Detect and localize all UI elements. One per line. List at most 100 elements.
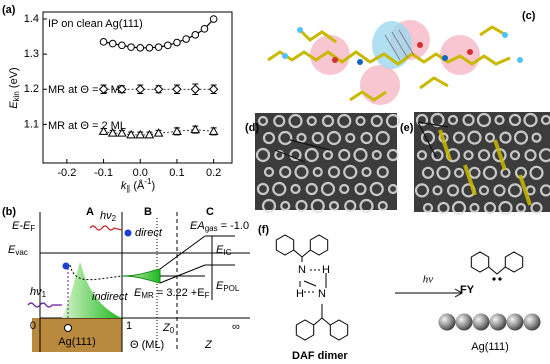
reaction-arrow	[395, 288, 464, 298]
stm-spot	[467, 130, 482, 145]
epol-label-part: E	[216, 280, 224, 292]
stm-spot	[469, 202, 480, 214]
x-tick-label: 0.2	[206, 167, 221, 179]
emr-label-part: MR	[141, 291, 154, 300]
marker	[191, 31, 200, 39]
grid-marks	[384, 29, 415, 61]
stm-spot	[274, 149, 285, 161]
marker	[172, 126, 182, 135]
marker	[163, 41, 172, 50]
marker	[154, 43, 163, 51]
atom	[332, 57, 338, 63]
stm-spot	[296, 132, 307, 144]
infinity-label: ∞	[232, 321, 240, 333]
eic-label: EIC	[216, 244, 232, 257]
stm-spot	[422, 202, 434, 214]
stm-spot	[344, 199, 357, 213]
stm-spot	[359, 198, 374, 214]
marker	[182, 35, 190, 43]
hv2-wave	[89, 225, 123, 231]
stm-spot	[288, 113, 303, 129]
stm-spot	[361, 166, 372, 178]
stm-spot	[263, 166, 275, 178]
hv2-label-part: hν	[100, 210, 112, 222]
marker	[117, 84, 127, 94]
stm-spot	[508, 113, 522, 127]
marker	[200, 25, 209, 33]
y-axis-label-part: E	[8, 101, 20, 109]
marker	[190, 84, 201, 94]
atom	[297, 27, 303, 33]
stm-spot	[326, 130, 342, 146]
y-tick-label: 1.2	[24, 83, 39, 95]
ea-label-part: gas	[205, 224, 218, 233]
x-tick-label: -0.1	[94, 167, 113, 179]
emr-label: EMR = 3.22 +EF	[134, 287, 210, 300]
stm-spot	[530, 201, 543, 215]
region-label: C	[206, 206, 214, 218]
atom	[467, 49, 473, 55]
stm-spot	[432, 185, 443, 196]
stm-spot	[337, 113, 352, 129]
stm-spot	[515, 202, 527, 214]
y-tick-label: 1.3	[24, 48, 39, 60]
stm-spot	[446, 184, 460, 197]
stm-spot	[311, 131, 324, 145]
stm-spot	[463, 150, 474, 161]
lone-pair	[498, 277, 502, 281]
marker	[208, 126, 219, 135]
stm-spot	[353, 147, 368, 163]
atom	[517, 57, 523, 63]
marker	[153, 84, 164, 94]
marker	[127, 43, 135, 51]
highlight	[372, 21, 412, 69]
ag-atom	[489, 313, 507, 331]
marker	[135, 84, 145, 94]
stm-spot	[523, 112, 538, 128]
ring	[313, 317, 331, 326]
panel-label: (a)	[2, 4, 16, 16]
ring	[504, 251, 524, 273]
epol-label: EPOL	[216, 280, 240, 293]
marker	[108, 39, 117, 48]
h-bonds	[304, 269, 322, 293]
lattice-arrows	[274, 139, 331, 163]
indirect-label: indirect	[92, 291, 128, 303]
stm-spot	[360, 131, 373, 145]
stm-spot	[256, 182, 270, 196]
region-label: B	[144, 206, 152, 218]
stm-spot	[447, 114, 459, 126]
stm-spot	[524, 149, 537, 162]
hv1-label: hν1	[30, 286, 47, 299]
marker	[190, 124, 201, 134]
stm-spot	[421, 166, 435, 179]
green-band	[62, 262, 122, 318]
ea-label: EAgas = -1.0	[190, 220, 249, 233]
marker	[126, 129, 136, 139]
series-label: IP on clean Ag(111)	[48, 18, 143, 30]
stm-spot	[273, 114, 286, 128]
panel-label: (f)	[258, 224, 269, 236]
marker	[172, 84, 182, 94]
marker	[153, 128, 164, 137]
plot-frame	[42, 11, 233, 164]
panel-label: (b)	[2, 206, 16, 218]
x-axis-label-part: -1	[144, 177, 152, 186]
electron	[124, 229, 132, 237]
highlight	[360, 65, 400, 105]
series-line	[103, 129, 214, 136]
theta-tick: 0	[30, 320, 36, 332]
ring	[329, 319, 349, 341]
vac-label-part: E	[8, 244, 16, 256]
marker	[107, 128, 118, 137]
ring	[488, 266, 506, 275]
stm-spot	[513, 130, 529, 145]
y-axis-label-part: F	[30, 224, 35, 233]
ea-label-part: = -1.0	[218, 220, 250, 232]
level-lines	[159, 235, 206, 284]
lattice-arrows	[417, 121, 449, 158]
stm-spot	[531, 132, 542, 143]
x-axis-label-part: ∥	[126, 184, 130, 193]
hv1-label-part: hν	[30, 286, 42, 298]
stm-spot	[279, 165, 292, 179]
